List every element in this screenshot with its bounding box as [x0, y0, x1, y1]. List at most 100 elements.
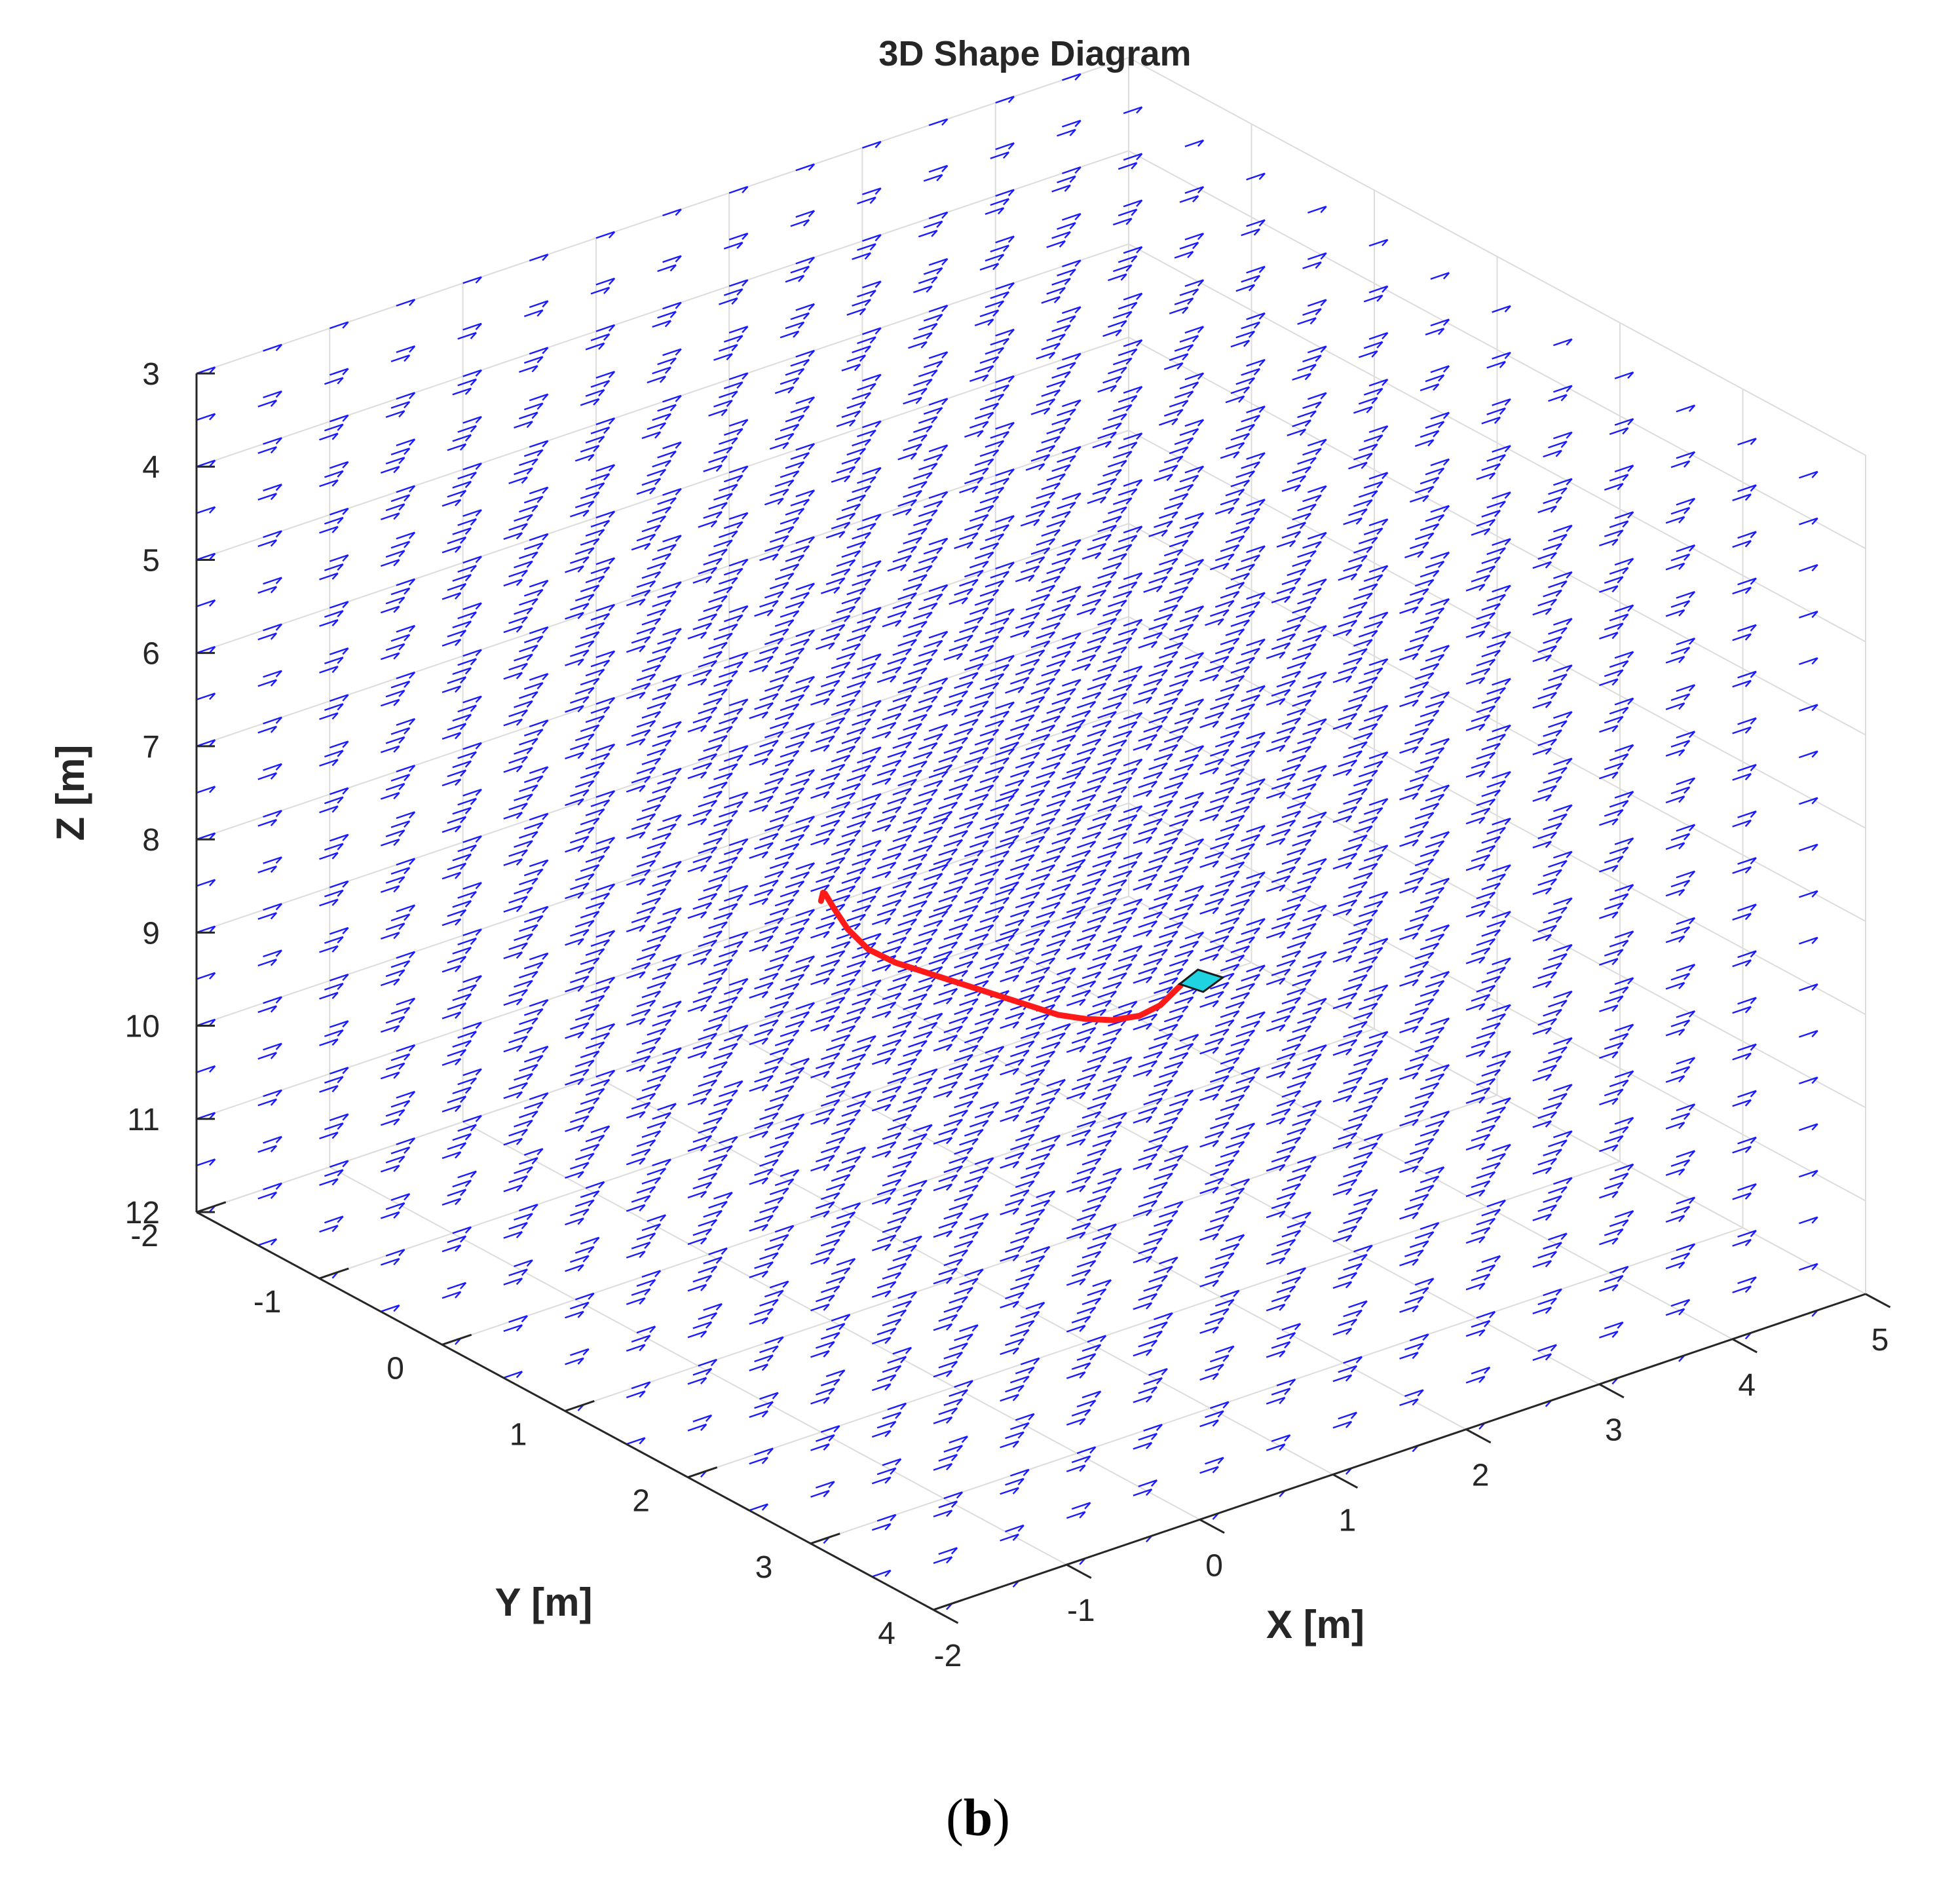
vector-arrow — [457, 518, 477, 526]
vector-arrow — [831, 1127, 851, 1135]
vector-arrow — [1066, 765, 1086, 774]
vector-arrow — [1087, 775, 1107, 784]
vector-arrow — [631, 1241, 651, 1249]
vector-arrow — [825, 1369, 846, 1377]
vector-arrow — [1163, 548, 1184, 557]
vector-arrow — [1112, 264, 1133, 273]
vector-arrow — [969, 653, 989, 662]
vector-arrow — [852, 578, 871, 586]
vector-arrow — [1163, 828, 1184, 836]
vector-arrow — [1230, 339, 1251, 348]
vector-arrow — [1409, 820, 1429, 829]
vector-arrow — [647, 655, 667, 663]
vector-arrow — [1092, 906, 1112, 915]
vector-arrow — [862, 700, 882, 708]
vector-arrow — [959, 1091, 979, 1099]
vector-arrow — [882, 1272, 902, 1280]
vector-arrow — [590, 1078, 611, 1087]
vector-arrow — [652, 320, 671, 328]
vector-arrow — [1348, 1114, 1368, 1122]
vector-arrow — [1471, 1133, 1491, 1142]
vector-arrow — [1214, 1206, 1235, 1214]
vector-arrow — [723, 381, 743, 390]
vector-arrow — [933, 810, 953, 819]
z-tick-label: 9 — [142, 916, 160, 951]
vector-arrow — [447, 1002, 467, 1010]
vector-arrow — [1199, 1232, 1219, 1241]
vector-arrow — [1235, 703, 1256, 712]
vector-arrow — [1220, 824, 1240, 832]
vector-arrow — [928, 164, 949, 173]
vector-arrow — [590, 752, 611, 761]
vector-arrow — [1332, 1281, 1353, 1289]
vector-arrow — [836, 419, 856, 427]
vector-arrow — [687, 1190, 707, 1199]
vector-arrow — [636, 580, 656, 588]
vector-arrow — [703, 510, 723, 519]
vector-arrow — [1214, 786, 1235, 795]
vector-arrow — [1092, 1186, 1112, 1194]
vector-arrow — [1220, 1103, 1240, 1111]
vector-arrow — [641, 897, 662, 905]
vector-arrow — [1604, 1135, 1624, 1143]
vector-arrow — [790, 405, 810, 413]
vector-arrow — [626, 645, 646, 653]
vector-arrow — [698, 613, 718, 622]
vector-arrow — [1292, 792, 1311, 800]
vector-arrow — [452, 434, 472, 442]
vector-arrow — [580, 724, 600, 733]
vector-arrow — [1241, 927, 1260, 936]
vector-arrow — [769, 674, 789, 683]
vector-arrow — [324, 1215, 344, 1224]
vector-arrow — [1143, 1284, 1163, 1292]
vector-arrow — [636, 1185, 656, 1194]
vector-arrow — [641, 804, 662, 812]
vector-arrow — [1266, 930, 1286, 939]
vector-arrow — [1036, 1190, 1056, 1198]
vector-arrow — [1732, 586, 1752, 595]
vector-arrow — [442, 918, 462, 926]
vector-arrow — [698, 1312, 718, 1320]
vector-arrow — [785, 321, 805, 330]
vector-arrow — [1225, 581, 1245, 590]
vector-arrow — [1169, 1052, 1189, 1060]
vector-arrow — [938, 1081, 958, 1090]
vector-arrow — [1041, 622, 1061, 630]
vector-arrow — [862, 560, 882, 568]
vector-arrow — [1179, 521, 1199, 529]
vector-arrow — [631, 775, 651, 784]
vector-arrow — [938, 755, 958, 763]
vector-arrow — [1670, 740, 1691, 748]
vector-arrow — [1041, 902, 1061, 910]
vector-arrow — [887, 1402, 907, 1411]
vector-arrow — [508, 989, 528, 997]
vector-arrow — [749, 711, 769, 719]
vector-arrow — [1532, 841, 1552, 848]
vector-arrow — [1015, 714, 1035, 723]
vector-arrow — [692, 1321, 713, 1329]
vector-arrow — [580, 1004, 600, 1012]
vector-arrow — [1066, 1418, 1086, 1426]
vector-arrow — [1010, 1375, 1030, 1384]
vector-arrow — [1097, 664, 1117, 672]
vector-arrow — [385, 689, 405, 698]
vector-arrow — [1543, 1149, 1562, 1156]
vector-arrow — [990, 943, 1010, 951]
vector-arrow — [1332, 1001, 1353, 1010]
vector-arrow — [580, 538, 600, 546]
vector-arrow — [708, 455, 728, 463]
vector-arrow — [1492, 445, 1511, 453]
vector-arrow — [595, 883, 616, 892]
vector-arrow — [841, 503, 861, 512]
vector-arrow — [1297, 1062, 1317, 1071]
vector-arrow — [846, 354, 867, 363]
vector-arrow — [764, 1243, 784, 1251]
z-tick-label: 12 — [125, 1196, 160, 1230]
vector-arrow — [1307, 765, 1327, 773]
vector-arrow — [1266, 1023, 1286, 1032]
vector-arrow — [1492, 584, 1511, 593]
vector-arrow — [574, 546, 595, 555]
vector-arrow — [1036, 957, 1056, 966]
vector-arrow — [754, 935, 774, 943]
vector-arrow — [831, 1173, 851, 1182]
